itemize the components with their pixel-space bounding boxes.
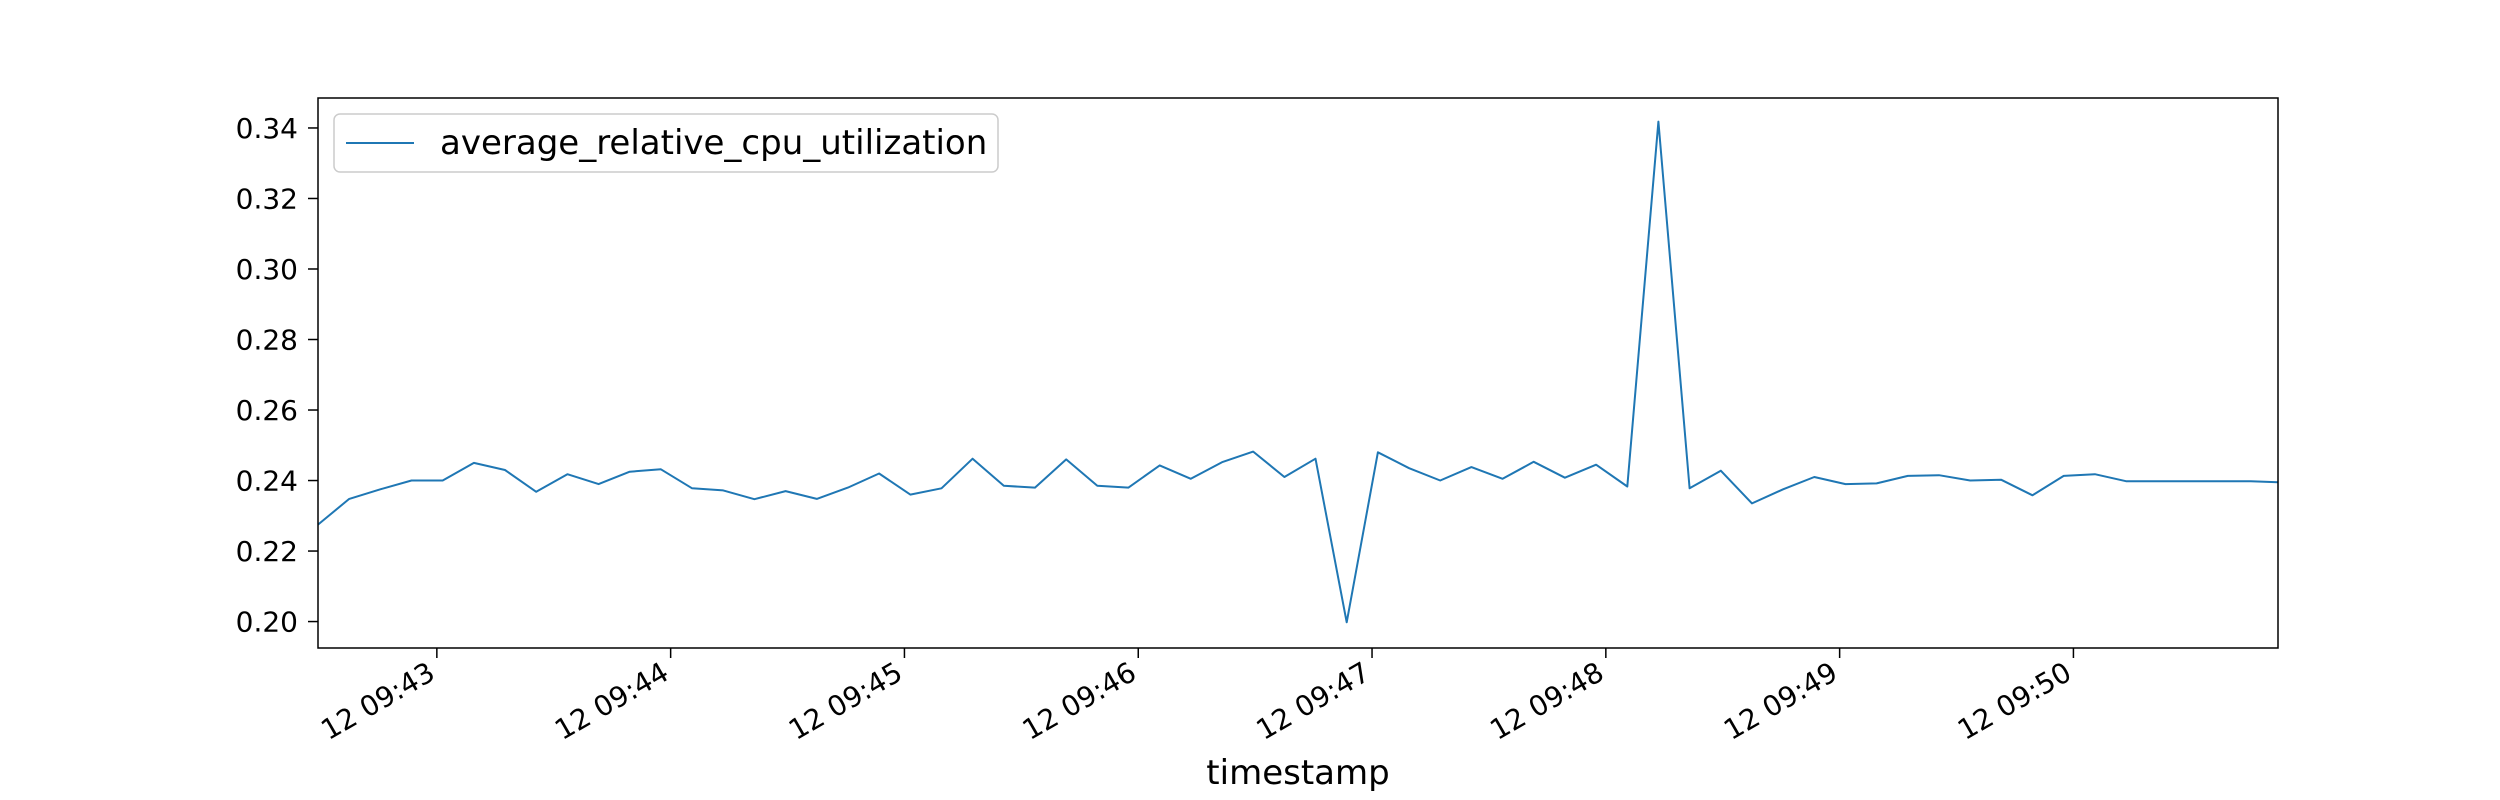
legend-label: average_relative_cpu_utilization: [440, 123, 987, 163]
y-tick-label: 0.32: [236, 182, 298, 215]
y-tick-label: 0.22: [236, 535, 298, 568]
plot-area: [318, 98, 2278, 648]
x-axis: 12 09:43 12 09:44 12 09:45 12 09:46 12 09:47…: [315, 648, 2077, 747]
y-tick-label: 0.20: [236, 606, 298, 639]
legend: average_relative_cpu_utilization: [333, 113, 999, 173]
y-axis: 0.20 0.22 0.24 0.26 0.28 0.30 0.32 0.34: [236, 112, 318, 639]
y-tick-label: 0.30: [236, 253, 298, 286]
x-tick-label: 12 09:43: [315, 655, 440, 746]
x-tick-label: 12 09:49: [1718, 655, 1843, 746]
y-tick-label: 0.26: [236, 394, 298, 427]
x-tick-label: 12 09:50: [1952, 655, 2077, 746]
y-tick-label: 0.28: [236, 324, 298, 357]
legend-box: [333, 113, 999, 173]
y-tick-label: 0.34: [236, 112, 298, 145]
plot-frame: [317, 97, 2279, 649]
x-tick-label: 12 09:44: [549, 655, 674, 746]
x-tick-label: 12 09:48: [1484, 655, 1609, 746]
series-line-0: [317, 120, 2279, 624]
x-tick-label: 12 09:45: [783, 655, 908, 746]
series-layer: [317, 120, 2279, 624]
x-axis-label: timestamp: [1206, 753, 1389, 793]
y-tick-label: 0.24: [236, 465, 298, 498]
x-tick-label: 12 09:46: [1017, 655, 1142, 746]
x-tick-label: 12 09:47: [1251, 655, 1376, 746]
